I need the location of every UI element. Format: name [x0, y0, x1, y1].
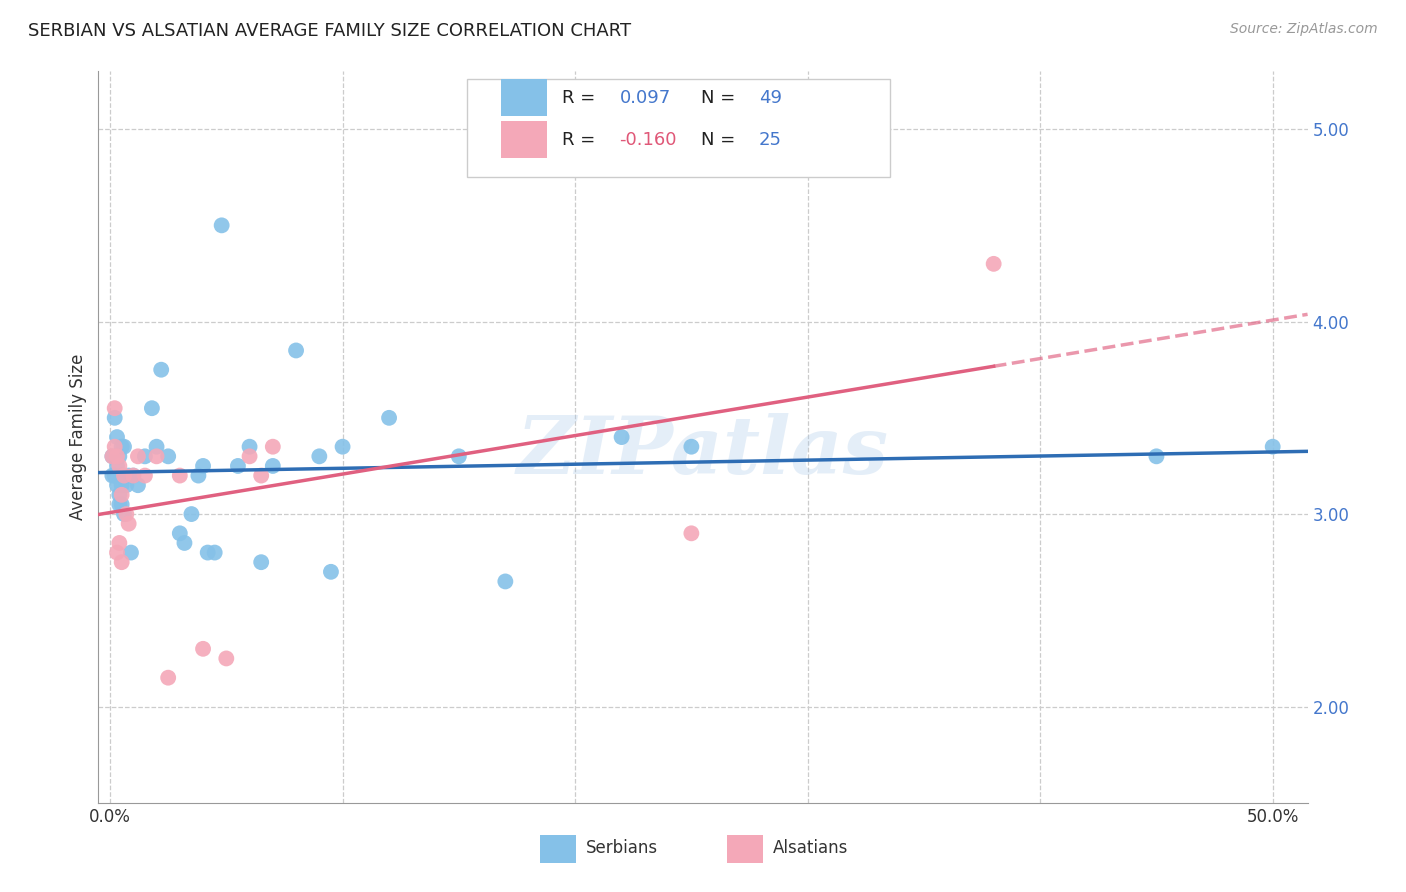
FancyBboxPatch shape: [727, 835, 763, 863]
Point: [211, 219, 233, 233]
Point: [108, 498, 131, 512]
FancyBboxPatch shape: [467, 78, 890, 178]
Point: [1144, 450, 1167, 464]
Point: [105, 450, 128, 464]
Point: [122, 468, 145, 483]
Point: [157, 671, 180, 685]
Point: [118, 516, 141, 531]
Point: [308, 450, 330, 464]
Text: 25: 25: [759, 131, 782, 149]
Point: [197, 545, 219, 559]
Point: [111, 488, 134, 502]
Point: [610, 430, 633, 444]
Text: SERBIAN VS ALSATIAN AVERAGE FAMILY SIZE CORRELATION CHART: SERBIAN VS ALSATIAN AVERAGE FAMILY SIZE …: [28, 22, 631, 40]
Text: ZIPatlas: ZIPatlas: [517, 413, 889, 491]
Point: [111, 440, 134, 454]
Point: [112, 440, 135, 454]
Point: [319, 565, 342, 579]
Point: [447, 450, 470, 464]
Point: [111, 478, 134, 492]
Point: [111, 498, 134, 512]
Text: N =: N =: [700, 88, 741, 107]
Point: [115, 478, 138, 492]
Point: [180, 507, 202, 521]
FancyBboxPatch shape: [501, 79, 547, 116]
Point: [108, 536, 131, 550]
Point: [157, 450, 180, 464]
Point: [983, 257, 1005, 271]
Point: [226, 458, 249, 473]
Point: [105, 478, 128, 492]
Point: [104, 401, 127, 416]
Text: Alsatians: Alsatians: [773, 839, 848, 857]
Point: [285, 343, 308, 358]
Point: [105, 430, 128, 444]
Point: [173, 536, 195, 550]
Point: [118, 468, 141, 483]
Point: [681, 526, 703, 541]
Point: [104, 468, 127, 483]
Point: [104, 410, 127, 425]
Point: [169, 526, 191, 541]
Point: [111, 468, 134, 483]
Point: [681, 440, 703, 454]
Point: [1261, 440, 1284, 454]
Point: [239, 450, 262, 464]
Point: [134, 450, 156, 464]
Point: [134, 468, 156, 483]
Point: [122, 468, 145, 483]
Text: -0.160: -0.160: [620, 131, 678, 149]
Point: [204, 545, 226, 559]
Point: [191, 458, 214, 473]
Point: [112, 507, 135, 521]
Point: [101, 450, 124, 464]
Point: [111, 555, 134, 569]
Point: [191, 641, 214, 656]
Point: [494, 574, 516, 589]
Point: [101, 468, 124, 483]
Point: [112, 468, 135, 483]
Point: [378, 410, 401, 425]
Point: [120, 545, 142, 559]
Text: R =: R =: [561, 88, 600, 107]
Text: N =: N =: [700, 131, 741, 149]
Point: [101, 450, 124, 464]
Point: [150, 362, 173, 376]
Text: Source: ZipAtlas.com: Source: ZipAtlas.com: [1230, 22, 1378, 37]
Point: [108, 450, 131, 464]
Point: [187, 468, 209, 483]
Text: 49: 49: [759, 88, 782, 107]
Point: [332, 440, 354, 454]
Point: [127, 478, 149, 492]
FancyBboxPatch shape: [540, 835, 576, 863]
Text: 0.097: 0.097: [620, 88, 671, 107]
Point: [145, 440, 167, 454]
Point: [115, 507, 138, 521]
Point: [250, 555, 273, 569]
FancyBboxPatch shape: [501, 121, 547, 158]
Point: [145, 450, 167, 464]
Point: [108, 488, 131, 502]
Y-axis label: Average Family Size: Average Family Size: [69, 354, 87, 520]
Text: Serbians: Serbians: [586, 839, 658, 857]
Point: [105, 458, 128, 473]
Point: [108, 458, 131, 473]
Point: [250, 468, 273, 483]
Point: [215, 651, 238, 665]
Point: [141, 401, 163, 416]
Point: [169, 468, 191, 483]
Point: [239, 440, 262, 454]
Point: [127, 450, 149, 464]
Point: [104, 440, 127, 454]
Text: R =: R =: [561, 131, 600, 149]
Point: [262, 440, 284, 454]
Point: [105, 545, 128, 559]
Point: [262, 458, 284, 473]
